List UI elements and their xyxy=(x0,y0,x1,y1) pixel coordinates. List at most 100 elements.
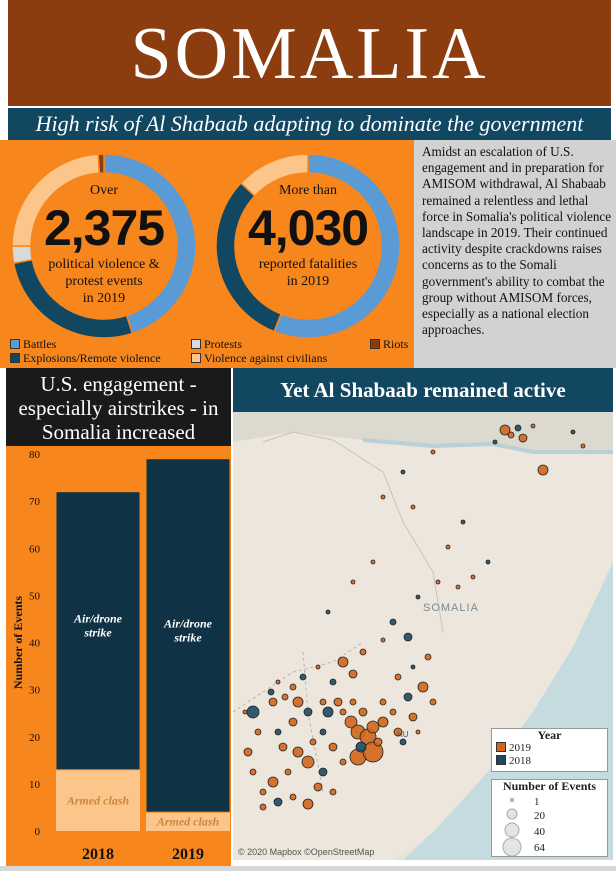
map-event-point[interactable] xyxy=(273,797,283,807)
map-event-point[interactable] xyxy=(339,708,347,716)
map-event-point[interactable] xyxy=(429,698,437,706)
map-event-point[interactable] xyxy=(319,698,327,706)
map-event-point[interactable] xyxy=(243,747,253,757)
map-event-point[interactable] xyxy=(389,618,397,626)
map-event-point[interactable] xyxy=(322,706,334,718)
map-event-point[interactable] xyxy=(417,681,429,693)
map-event-point[interactable] xyxy=(278,742,288,752)
map-event-point[interactable] xyxy=(492,439,498,445)
map-event-point[interactable] xyxy=(259,803,267,811)
map-event-point[interactable] xyxy=(358,707,368,717)
map-event-point[interactable] xyxy=(373,737,383,747)
map-event-point[interactable] xyxy=(254,728,262,736)
map-event-point[interactable] xyxy=(344,715,358,729)
map-event-point[interactable] xyxy=(408,712,418,722)
fatalities-prefix: More than xyxy=(279,183,337,198)
bar-air-drone-strike-2019[interactable] xyxy=(145,458,231,813)
map-event-point[interactable] xyxy=(289,793,297,801)
map-city-label: HU xyxy=(397,730,409,739)
map-event-point[interactable] xyxy=(389,708,397,716)
map-event-point[interactable] xyxy=(302,798,314,810)
map-event-point[interactable] xyxy=(309,738,317,746)
map-event-point[interactable] xyxy=(518,433,528,443)
map-credit[interactable]: © 2020 Mapbox ©OpenStreetMap xyxy=(238,847,375,857)
y-axis-label: Number of Events xyxy=(11,596,25,689)
map-event-point[interactable] xyxy=(268,697,278,707)
map-event-point[interactable] xyxy=(570,429,576,435)
map-event-point[interactable] xyxy=(370,559,376,565)
map-event-point[interactable] xyxy=(333,697,343,707)
map-event-point[interactable] xyxy=(329,678,337,686)
map-event-point[interactable] xyxy=(393,727,403,737)
map-event-point[interactable] xyxy=(301,755,315,769)
map-event-point[interactable] xyxy=(537,464,549,476)
map-event-point[interactable] xyxy=(394,673,402,681)
map-event-point[interactable] xyxy=(281,693,289,701)
map-event-point[interactable] xyxy=(499,424,511,436)
map-event-point[interactable] xyxy=(380,494,386,500)
map-event-point[interactable] xyxy=(430,449,436,455)
map-event-point[interactable] xyxy=(366,720,380,734)
bar-label-clash-2018: Armed clash xyxy=(66,793,130,807)
map-event-point[interactable] xyxy=(313,782,323,792)
map-event-point[interactable] xyxy=(259,788,267,796)
map-event-point[interactable] xyxy=(292,746,304,758)
map-event-point[interactable] xyxy=(303,707,313,717)
map-event-point[interactable] xyxy=(339,758,347,766)
map-event-point[interactable] xyxy=(315,664,321,670)
size-label-64: 64 xyxy=(534,842,545,854)
map-event-point[interactable] xyxy=(289,683,297,691)
map-event-point[interactable] xyxy=(470,574,476,580)
map-event-point[interactable] xyxy=(377,716,389,728)
map-event-point[interactable] xyxy=(403,692,413,702)
map-event-point[interactable] xyxy=(242,709,248,715)
y-tick-label: 80 xyxy=(29,449,41,461)
map-event-point[interactable] xyxy=(460,519,466,525)
map-event-point[interactable] xyxy=(410,504,416,510)
map-event-point[interactable] xyxy=(350,579,356,585)
events-donut-slice-riots[interactable] xyxy=(97,153,105,174)
map-event-point[interactable] xyxy=(455,584,461,590)
map-event-point[interactable] xyxy=(348,669,358,679)
map-event-point[interactable] xyxy=(319,728,327,736)
map-event-point[interactable] xyxy=(349,698,357,706)
map-event-point[interactable] xyxy=(288,717,298,727)
map-event-point[interactable] xyxy=(275,679,281,685)
map-event-point[interactable] xyxy=(318,767,328,777)
map-event-point[interactable] xyxy=(299,673,307,681)
map-event-point[interactable] xyxy=(249,768,257,776)
map-event-point[interactable] xyxy=(514,424,522,432)
map-event-point[interactable] xyxy=(246,705,260,719)
bar-armed-clash-2018[interactable] xyxy=(56,769,140,831)
map-event-point[interactable] xyxy=(424,653,432,661)
map-event-point[interactable] xyxy=(329,788,337,796)
map-event-point[interactable] xyxy=(274,728,282,736)
map-event-point[interactable] xyxy=(507,431,515,439)
map-event-point[interactable] xyxy=(337,656,349,668)
bar-air-drone-strike-2018[interactable] xyxy=(55,491,141,771)
map-event-point[interactable] xyxy=(415,594,421,600)
map-event-point[interactable] xyxy=(580,443,586,449)
map-event-point[interactable] xyxy=(400,469,406,475)
map-event-point[interactable] xyxy=(399,738,407,746)
events-prefix: Over xyxy=(90,183,118,198)
map-event-point[interactable] xyxy=(292,696,304,708)
map-event-point[interactable] xyxy=(435,579,441,585)
fatalities-line1: reported fatalities xyxy=(258,257,358,272)
map-event-point[interactable] xyxy=(267,688,275,696)
map-event-point[interactable] xyxy=(359,648,367,656)
bar-armed-clash-2019[interactable] xyxy=(146,812,230,831)
map-event-point[interactable] xyxy=(328,742,338,752)
map-event-point[interactable] xyxy=(530,423,536,429)
map-event-point[interactable] xyxy=(403,632,413,642)
map-event-point[interactable] xyxy=(380,637,386,643)
map-event-point[interactable] xyxy=(410,664,416,670)
map-event-point[interactable] xyxy=(284,768,292,776)
map-event-point[interactable] xyxy=(325,609,331,615)
map-event-point[interactable] xyxy=(379,698,387,706)
map-event-point[interactable] xyxy=(355,741,367,753)
map-event-point[interactable] xyxy=(267,776,279,788)
map-event-point[interactable] xyxy=(485,559,491,565)
map-event-point[interactable] xyxy=(445,544,451,550)
map-event-point[interactable] xyxy=(415,729,421,735)
